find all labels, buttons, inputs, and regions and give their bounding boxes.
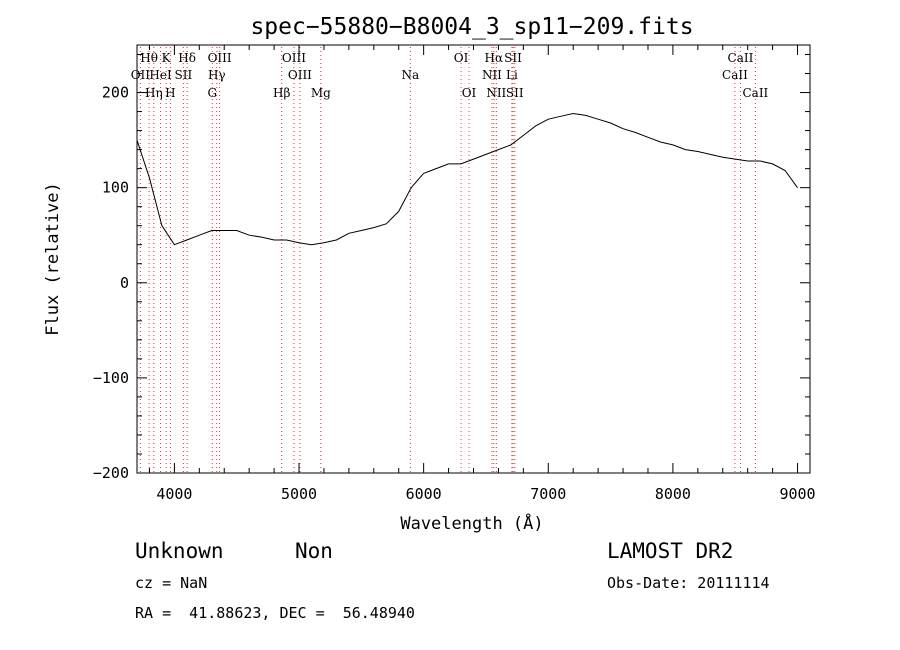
obs-date-text: Obs-Date: 20111114 [607,574,770,592]
y-axis-ticks: −200 −100 0 100 200 [93,54,810,482]
x-axis-label: Wavelength (Å) [400,512,543,534]
spectral-line-markers [139,47,756,473]
spectral-line-label: SII [504,51,522,65]
spectral-line-label: NII [482,68,502,82]
x-tick-label: 4000 [156,485,192,503]
y-axis-label: Flux (relative) [43,182,63,336]
object-subclass: Non [295,539,333,563]
spectral-line-label: Mg [311,86,331,100]
spectral-line-label: Hδ [178,51,196,65]
redshift-text: cz = NaN [135,574,208,592]
spectral-line-label: HeI [149,68,172,82]
spectral-line-label: Li [506,68,518,82]
survey-name: LAMOST DR2 [607,539,734,563]
object-class: Unknown [135,539,224,563]
spectral-line-label: NII [486,86,506,100]
y-tick-label: 100 [102,179,129,197]
spectral-line-label: OIII [208,51,232,65]
x-tick-label: 6000 [406,485,442,503]
y-tick-label: −200 [93,464,129,482]
spectral-line-label: Hθ [140,51,158,65]
spectral-line-label: G [207,86,217,100]
x-tick-label: 7000 [530,485,566,503]
spectral-line-label: OIII [282,51,306,65]
spectral-line-label: SII [506,86,524,100]
x-tick-label: 8000 [655,485,691,503]
spectral-line-label: K [162,51,172,65]
x-axis-ticks: 4000 5000 6000 7000 8000 9000 [148,45,816,503]
chart-title: spec−55880−B8004_3_sp11−209.fits [250,14,693,40]
y-tick-label: 200 [102,84,129,102]
spectral-line-label: Na [401,68,419,82]
spectral-line-label: CaII [722,68,748,82]
spectral-line-label: OI [454,51,469,65]
spectral-line-label: SII [175,68,193,82]
spectral-line-label: CaII [728,51,754,65]
spectral-line-label: OIII [288,68,312,82]
spectral-line-label: OII [131,68,151,82]
spectral-line-label: Hβ [273,86,290,100]
spectral-line-label: H [165,86,175,100]
spectral-line-label: OI [462,86,477,100]
y-tick-label: −100 [93,369,129,387]
spectral-line-label: Hη [145,86,163,100]
spectrum-line [136,112,798,246]
spectral-line-label: CaII [742,86,768,100]
coordinates-text: RA = 41.88623, DEC = 56.48940 [135,604,415,622]
x-tick-label: 9000 [779,485,815,503]
y-tick-label: 0 [120,274,129,292]
plot-frame [136,44,811,474]
x-tick-label: 5000 [281,485,317,503]
spectral-line-label: Hα [485,51,504,65]
spectral-line-label: Hγ [208,68,226,82]
